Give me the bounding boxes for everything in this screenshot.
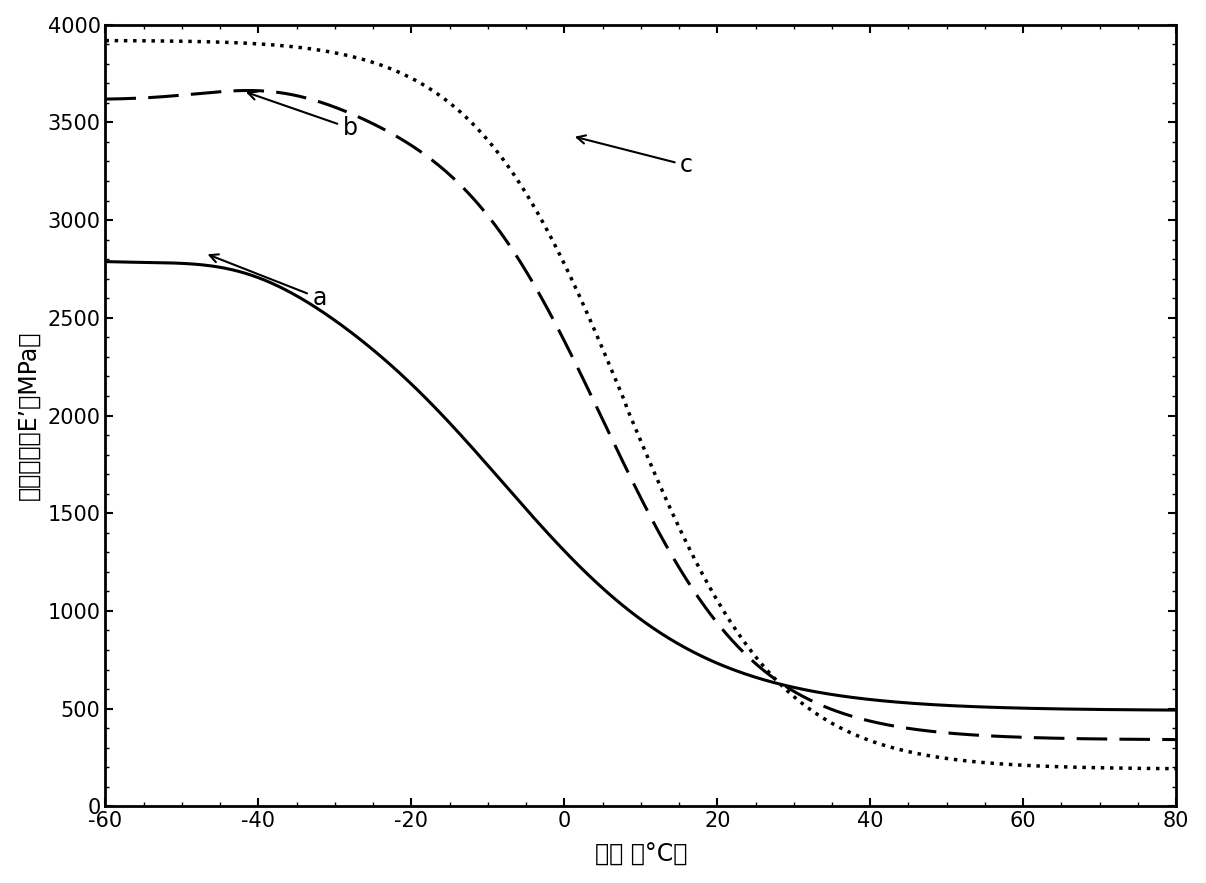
Y-axis label: 储存模量（E’，MPa）: 储存模量（E’，MPa） [17,331,41,500]
Text: a: a [210,254,327,310]
Text: b: b [248,92,358,140]
X-axis label: 温度 （°C）: 温度 （°C） [595,842,687,866]
Text: c: c [576,135,693,177]
